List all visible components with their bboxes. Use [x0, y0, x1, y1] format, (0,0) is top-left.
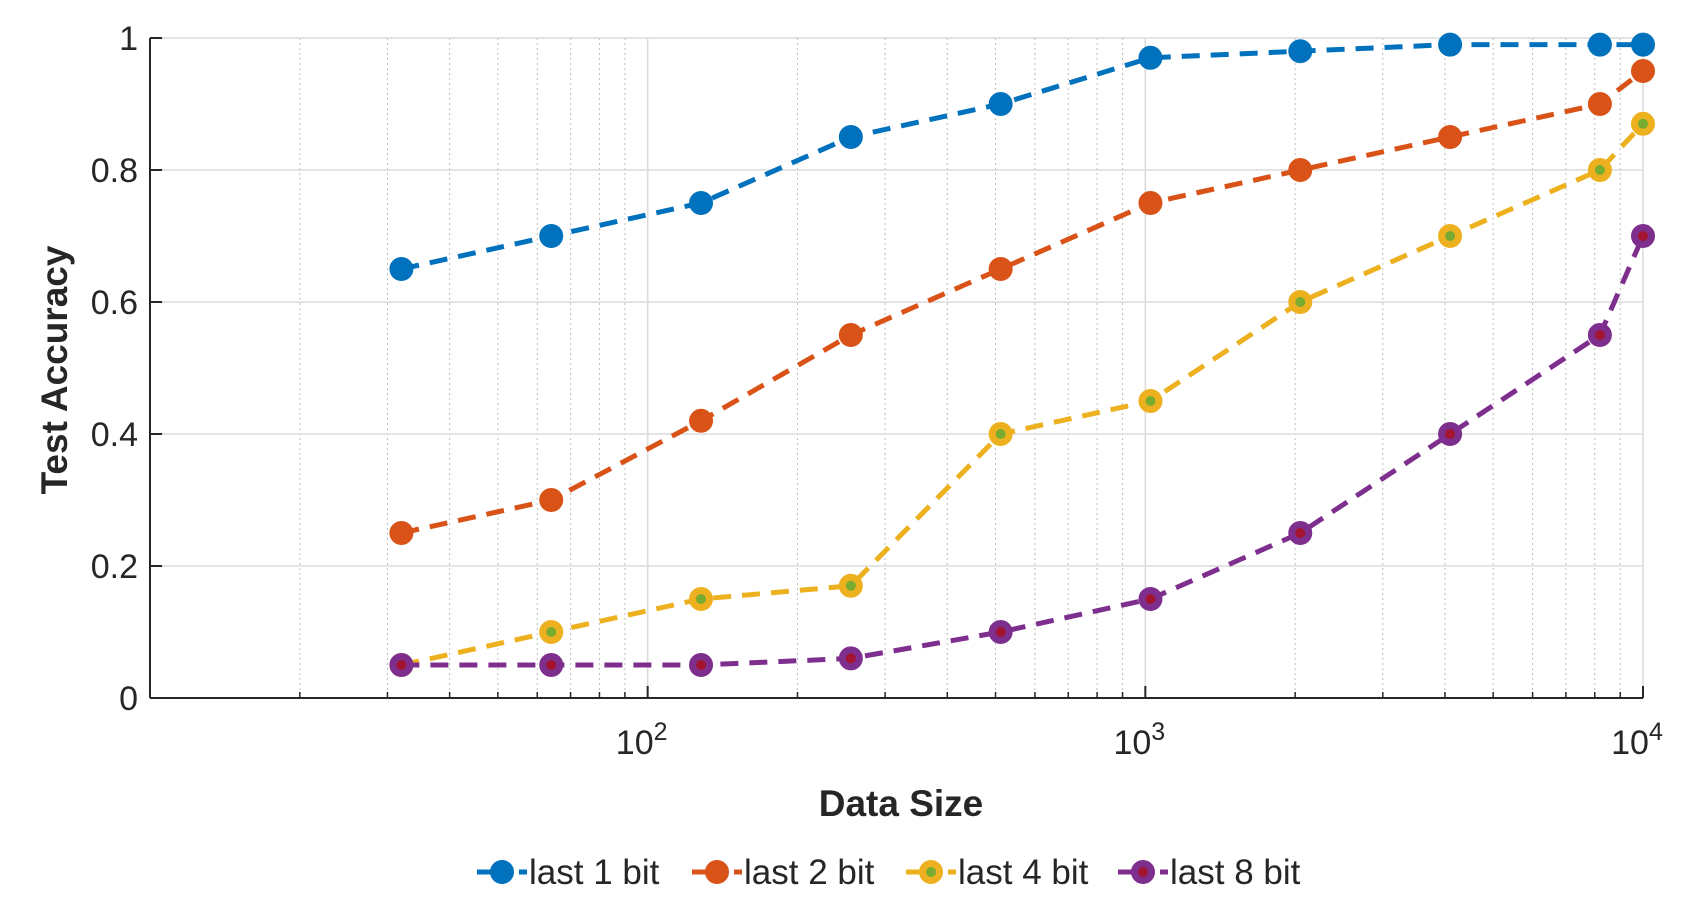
labels-layer: Data Size Test Accuracy 0 0.2 0.4 0.6 0.8 1 10… — [34, 20, 1663, 824]
data-point — [1438, 32, 1463, 57]
x-axis-title: Data Size — [819, 783, 984, 824]
data-point — [988, 92, 1013, 116]
series-last-4-bit — [389, 111, 1655, 677]
data-point — [539, 224, 564, 248]
x-tick-label: 102 — [616, 718, 668, 762]
data-point — [1288, 39, 1313, 64]
legend: last 1 bit last 2 bit last 4 bit last 8 bit — [477, 853, 1301, 892]
legend-marker-center — [926, 867, 936, 877]
data-point — [1631, 59, 1655, 83]
data-point — [689, 191, 714, 215]
y-tick-label: 0.2 — [91, 548, 138, 586]
legend-marker — [490, 860, 514, 884]
series-layer — [389, 32, 1655, 677]
data-point — [1138, 45, 1163, 70]
data-point — [838, 125, 863, 149]
y-tick-label: 0.4 — [91, 416, 138, 454]
data-point — [1138, 191, 1163, 215]
data-point-center — [845, 580, 856, 591]
x-tick-label: 104 — [1611, 718, 1663, 762]
series-line — [400, 42, 1643, 272]
data-point-center — [1594, 330, 1605, 340]
data-point-center — [1445, 231, 1456, 241]
series-line — [400, 122, 1645, 668]
data-point-center — [1594, 165, 1605, 175]
data-point-center — [546, 660, 557, 670]
data-point-center — [1295, 297, 1306, 307]
data-point-center — [546, 627, 557, 637]
data-point-center — [1295, 528, 1306, 538]
axes-layer — [149, 37, 1644, 699]
data-point — [689, 408, 714, 433]
legend-item-last-8-bit: last 8 bit — [1118, 853, 1301, 892]
legend-item-last-4-bit: last 4 bit — [906, 853, 1089, 892]
series-last-1-bit — [389, 32, 1655, 281]
data-point-center — [1145, 396, 1156, 406]
series-last-8-bit — [389, 224, 1655, 677]
legend-item-last-2-bit: last 2 bit — [692, 853, 875, 892]
series-last-2-bit — [389, 59, 1655, 545]
legend-label: last 4 bit — [958, 853, 1089, 892]
legend-marker — [705, 860, 729, 884]
data-point — [389, 521, 414, 545]
data-point — [838, 323, 863, 347]
data-point — [1587, 92, 1612, 116]
data-point — [1288, 158, 1313, 182]
data-point — [1587, 32, 1612, 57]
grid-layer — [150, 37, 1644, 699]
y-axis-title: Test Accuracy — [34, 245, 75, 494]
data-point-center — [1638, 231, 1648, 241]
data-point-center — [1445, 429, 1456, 439]
data-point — [539, 488, 564, 512]
data-point-center — [696, 594, 707, 604]
data-point-center — [1145, 594, 1156, 604]
plot-area — [150, 38, 1643, 698]
y-tick-label: 0.8 — [91, 152, 138, 190]
legend-label: last 1 bit — [529, 853, 660, 892]
data-point-center — [995, 429, 1006, 439]
data-point — [988, 257, 1013, 281]
data-point-center — [1638, 118, 1648, 129]
legend-label: last 8 bit — [1170, 853, 1301, 892]
data-point-center — [845, 653, 856, 664]
x-tick-label: 103 — [1113, 718, 1165, 762]
data-point-center — [396, 660, 407, 670]
series-line — [401, 235, 1646, 668]
legend-marker-center — [1138, 867, 1148, 877]
legend-item-last-1-bit: last 1 bit — [477, 853, 660, 892]
y-tick-label: 0.6 — [91, 284, 138, 322]
legend-label: last 2 bit — [744, 853, 875, 892]
y-tick-label: 0 — [119, 680, 138, 718]
data-point — [389, 257, 414, 281]
data-point — [1438, 125, 1463, 149]
series-line — [400, 69, 1645, 536]
data-point-center — [995, 627, 1006, 637]
data-point-center — [696, 660, 707, 670]
y-tick-label: 1 — [119, 20, 138, 58]
data-point — [1631, 32, 1655, 57]
